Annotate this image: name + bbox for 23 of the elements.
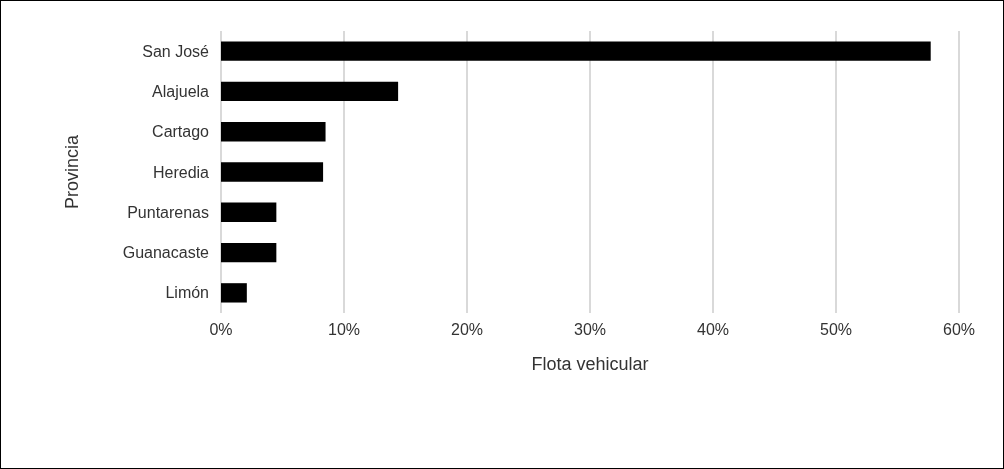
y-tick-label: Guanacaste [122,244,210,262]
x-tick-label: 50% [819,320,853,338]
x-tick-label: 60% [942,320,976,338]
bar [221,81,399,102]
y-tick-label: Cartago [152,123,210,141]
bar [221,202,277,222]
y-tick-label: Puntarenas [127,203,209,221]
y-tick-label: Limón [165,284,209,302]
x-tick-label: 30% [573,320,607,338]
y-tick-label: San José [142,42,210,60]
y-tick-label: Heredia [152,163,210,181]
bar [221,242,277,263]
y-tick-label: Alajuela [152,82,210,100]
x-tick-label: 0% [209,320,233,338]
x-tick-label: 20% [450,320,484,338]
x-tick-label: 10% [327,320,361,338]
bar [221,122,326,142]
y-axis-title: Provincia [62,134,82,210]
x-tick-label: 40% [696,320,730,338]
bar [221,41,931,61]
x-axis-title: Flota vehicular [531,354,649,374]
bar [221,162,324,182]
bar [221,283,247,303]
